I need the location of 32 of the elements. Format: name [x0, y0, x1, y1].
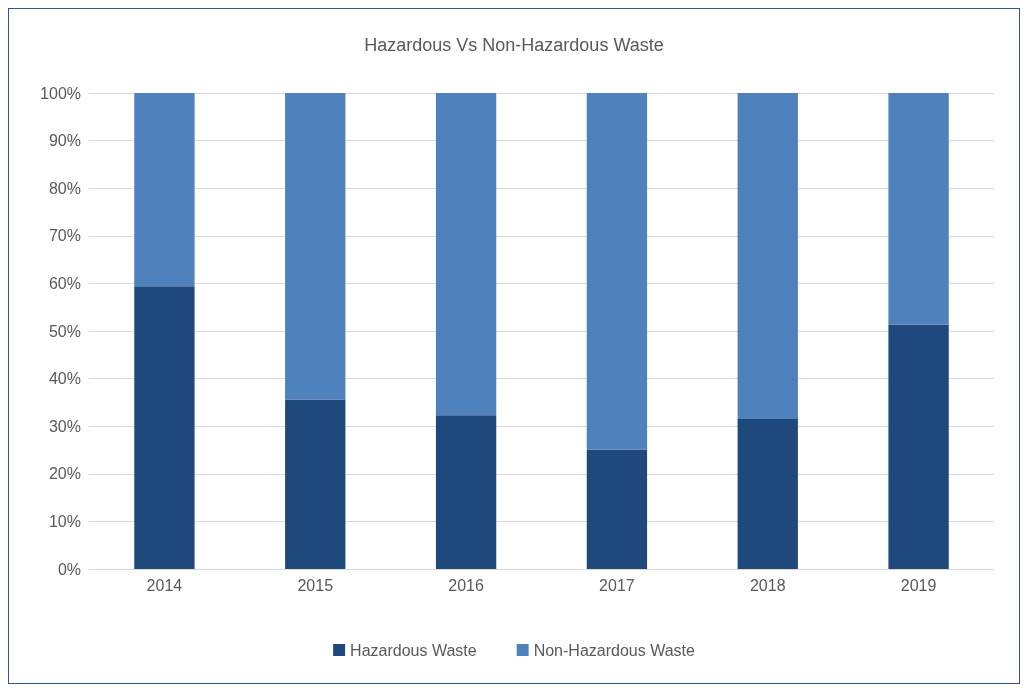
- y-tick-label: 80%: [48, 179, 81, 197]
- y-tick-label: 30%: [48, 417, 81, 435]
- x-tick-label: 2017: [599, 576, 635, 594]
- x-tick-label: 2016: [448, 576, 484, 594]
- x-tick-label: 2019: [900, 576, 937, 594]
- bar: [435, 93, 497, 416]
- y-tick-label: 40%: [48, 370, 81, 388]
- x-tick-label: 2015: [297, 576, 334, 594]
- bar: [888, 324, 949, 569]
- bar: [737, 419, 798, 569]
- bar: [586, 93, 648, 450]
- y-tick-label: 10%: [48, 512, 81, 530]
- x-tick-label: 2018: [749, 576, 786, 594]
- bar: [888, 93, 949, 325]
- y-tick-label: 60%: [48, 274, 81, 292]
- bar: [134, 286, 195, 569]
- bar: [134, 93, 195, 287]
- bar: [285, 93, 346, 400]
- legend-label: Hazardous Waste: [350, 641, 477, 659]
- bar: [586, 449, 648, 569]
- chart-title: Hazardous Vs Non-Hazardous Waste: [364, 35, 664, 55]
- y-tick-label: 20%: [48, 465, 81, 483]
- y-tick-label: 0%: [57, 560, 81, 578]
- bar: [435, 415, 497, 569]
- x-tick-label: 2014: [146, 576, 183, 594]
- y-tick-label: 100%: [40, 84, 81, 102]
- bar: [285, 399, 346, 569]
- y-tick-label: 70%: [48, 227, 81, 245]
- bar: [737, 93, 798, 420]
- y-tick-label: 90%: [48, 132, 81, 150]
- y-tick-label: 50%: [48, 322, 81, 340]
- legend-label: Non-Hazardous Waste: [533, 641, 696, 659]
